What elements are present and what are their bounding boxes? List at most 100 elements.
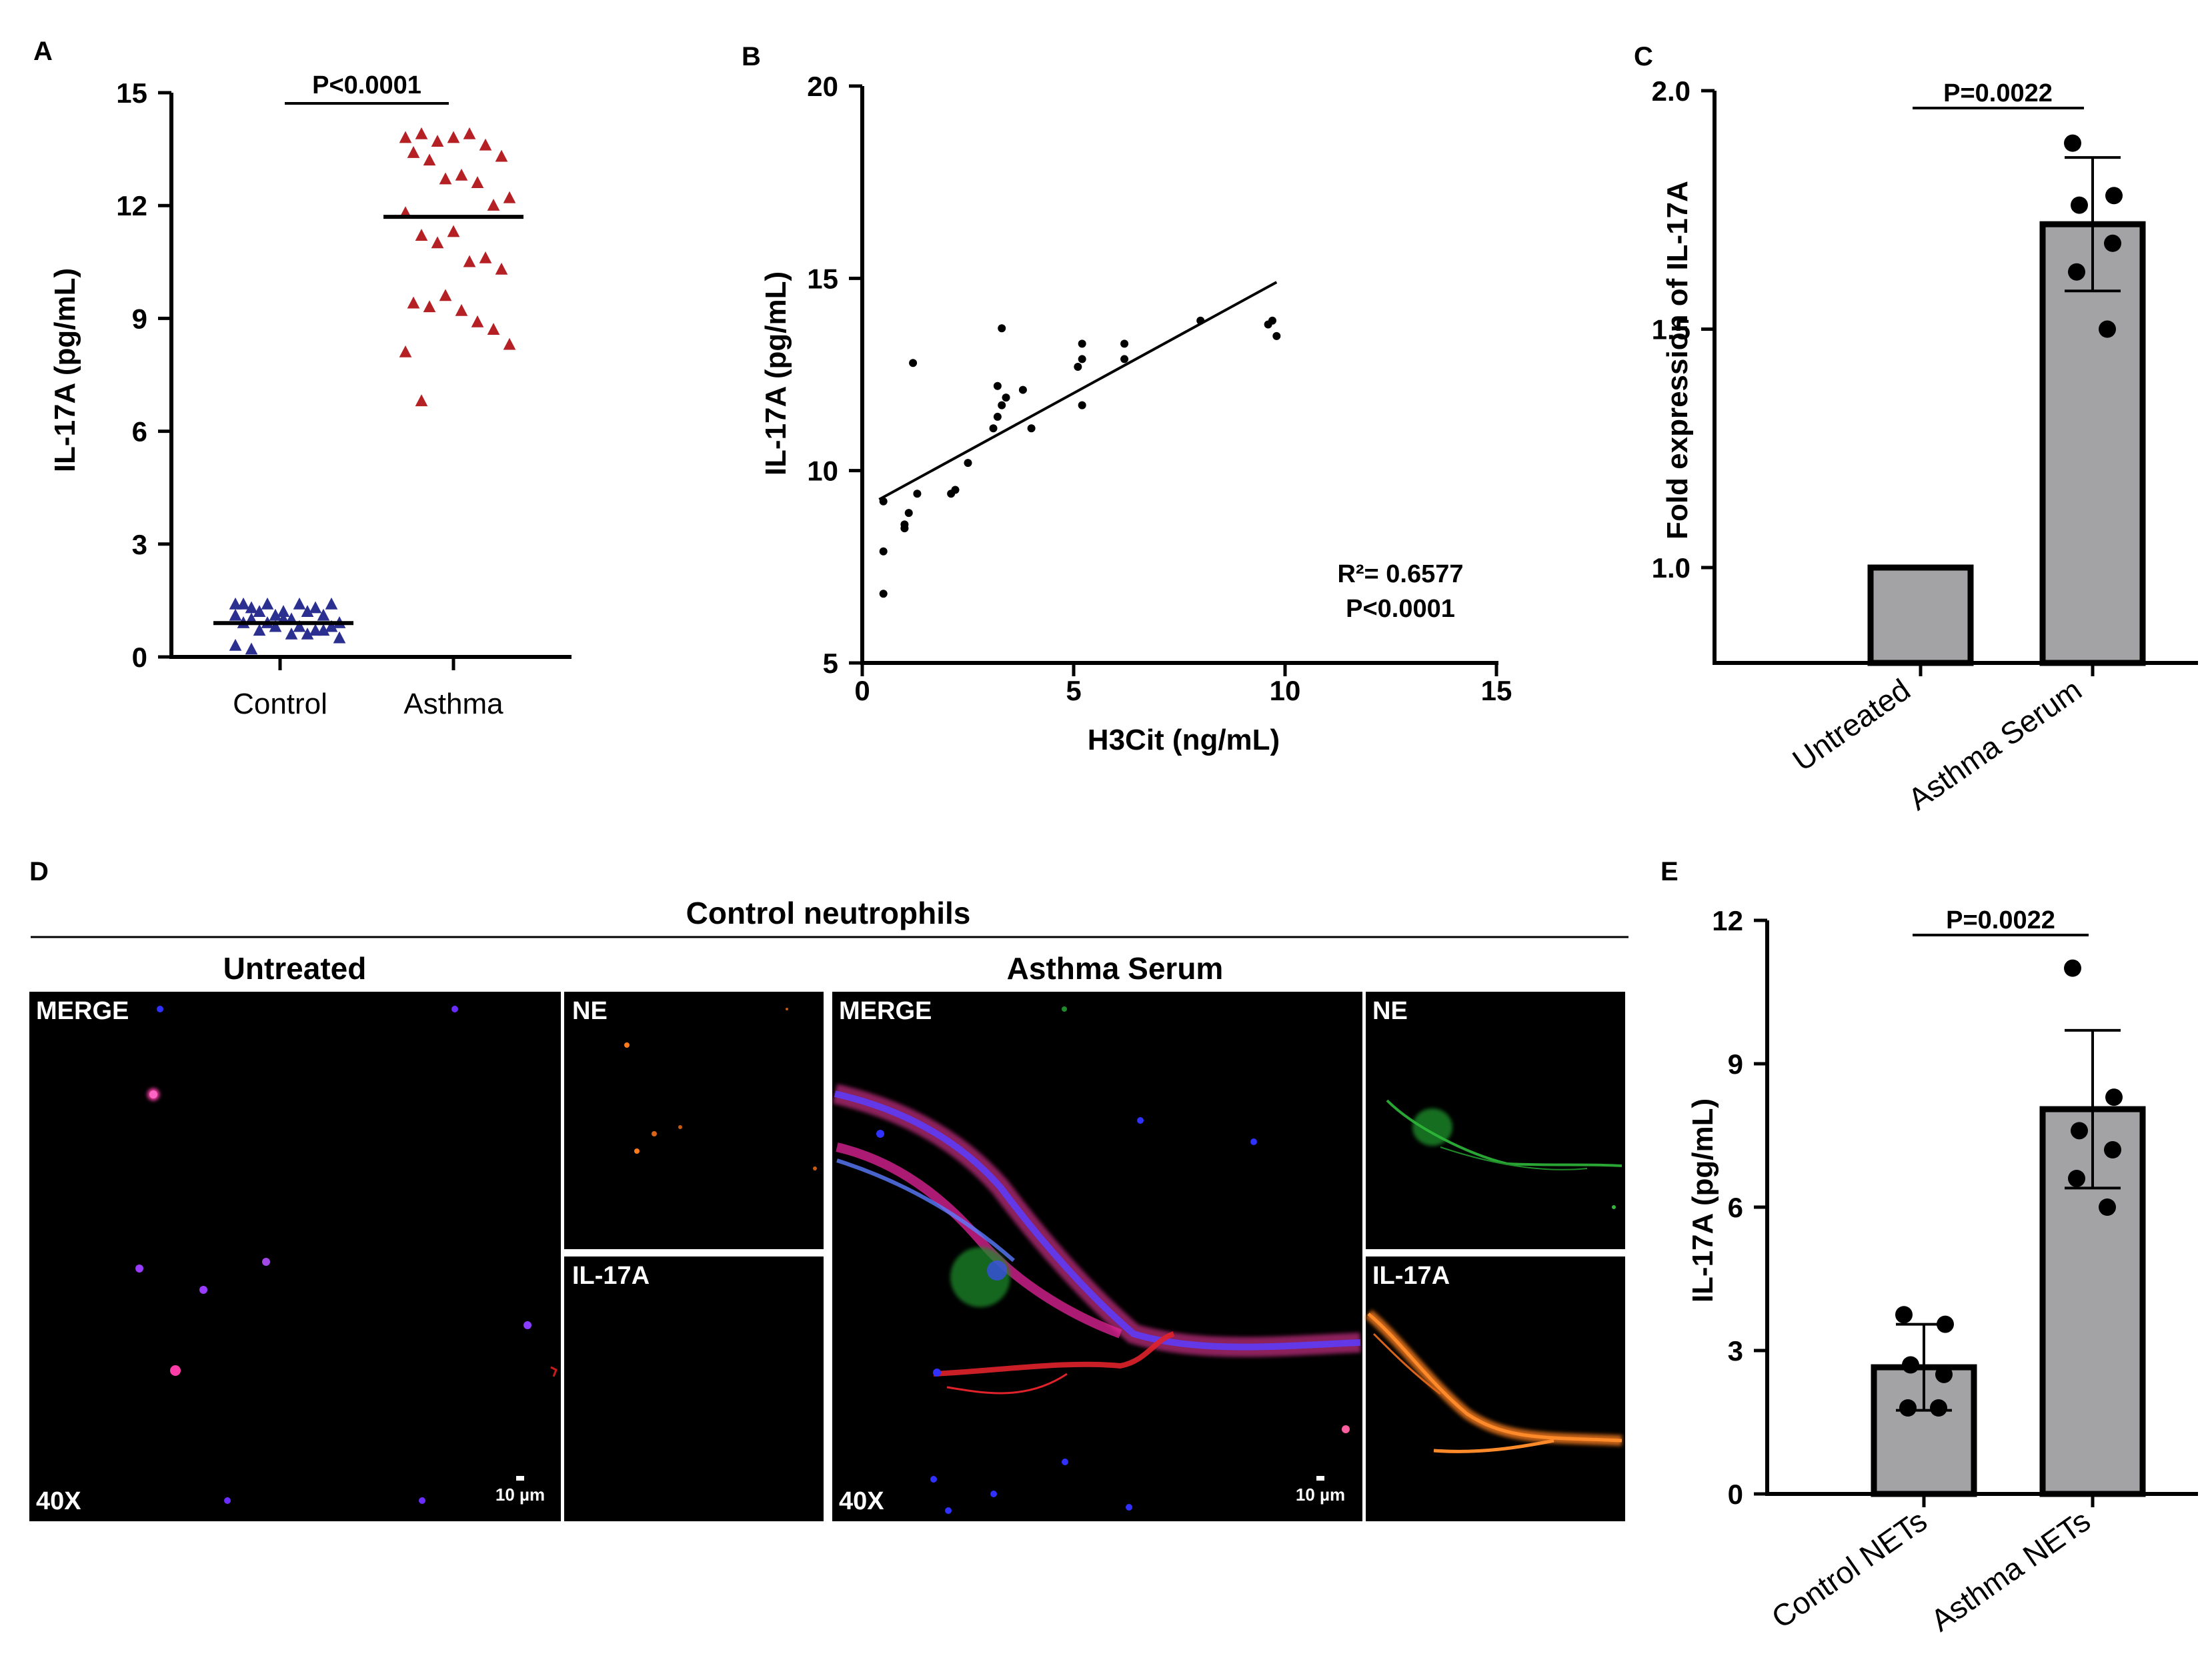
panel-c-y-tick-label: 1.0	[1652, 552, 1691, 584]
panel-b-point	[998, 324, 1006, 333]
panel-a-point-control	[309, 601, 322, 614]
panel-c-y-tick-label: 1.5	[1652, 314, 1691, 345]
panel-a-chart: 0 3 6 9 12 15 IL-17A (pg/mL) Control Asthma P…	[49, 71, 572, 720]
untreated-ne-image	[564, 992, 824, 1249]
panel-e-point	[1937, 1315, 1954, 1333]
panel-a-point-asthma	[447, 131, 460, 143]
panel-a-point-asthma	[407, 146, 420, 158]
panel-a-point-asthma	[503, 191, 516, 203]
panel-a-point-asthma	[455, 303, 468, 316]
panel-c-bar-0	[1867, 564, 1974, 666]
panel-b-point	[1120, 339, 1129, 348]
panel-a-point-control	[333, 631, 346, 644]
asthma-serum-ne-fibers	[1386, 1099, 1622, 1209]
panel-a-point-control	[253, 605, 266, 617]
panel-a-point-control	[325, 620, 338, 632]
panel-a-point-asthma	[471, 315, 484, 327]
panel-c-point	[2105, 187, 2123, 205]
untreated-ne-cells	[624, 1008, 817, 1170]
panel-b-point	[1078, 355, 1086, 363]
asthma-serum-ne-label: NE	[1372, 997, 1408, 1025]
panel-b-r-squared: R²= 0.6577	[1337, 560, 1463, 588]
panel-a-point-control	[261, 597, 274, 610]
panel-a-point-asthma	[495, 149, 508, 162]
panel-a-point-control	[317, 608, 330, 621]
panel-a-point-asthma	[487, 323, 500, 335]
untreated-il17a-image	[564, 1257, 824, 1521]
asthma-serum-il17a-image	[1366, 1257, 1625, 1521]
panel-b-point	[1027, 424, 1036, 433]
panel-a-point-control	[269, 608, 282, 621]
panel-a-point-asthma	[399, 345, 412, 357]
panel-b-p-value: P<0.0001	[1346, 595, 1455, 623]
panel-a-point-control	[301, 605, 314, 617]
panel-c-point	[2099, 320, 2116, 338]
panel-b-point	[1002, 393, 1010, 402]
panel-b-point	[993, 412, 1002, 421]
panel-e-point	[1902, 1356, 1919, 1374]
panel-c-chart: 1.0 1.5 2.0 Fold expression of IL-17A Untr…	[1652, 75, 2198, 817]
panel-a-point-asthma	[399, 131, 412, 143]
untreated-ne-label: NE	[572, 997, 608, 1025]
asthma-serum-ne-image	[1366, 992, 1625, 1249]
panel-e-chart: 0 3 6 9 12 IL-17A (pg/mL) Control NETs Asthm…	[1687, 905, 2198, 1638]
panel-c-point	[2068, 263, 2085, 281]
panel-a-point-control	[301, 627, 314, 640]
panel-b-fit-line	[878, 281, 1278, 501]
panel-c-y-label: Fold expression of IL-17A	[1661, 181, 1694, 540]
panel-b-point	[951, 486, 960, 494]
asthma-serum-group-title: Asthma Serum	[1007, 951, 1224, 986]
untreated-merge-cells	[135, 1006, 558, 1504]
untreated-merge-image	[29, 992, 561, 1521]
panel-e-y-tick-label: 6	[1728, 1192, 1743, 1223]
panel-e-point	[1935, 1365, 1953, 1383]
untreated-il17a-label: IL-17A	[572, 1262, 650, 1290]
panel-c-y-tick-label: 2.0	[1652, 75, 1691, 107]
asthma-serum-merge-label: MERGE	[839, 997, 932, 1025]
panel-e-point	[1930, 1399, 1947, 1417]
panel-e-y-label: IL-17A (pg/mL)	[1687, 1098, 1719, 1303]
panel-a-point-asthma	[463, 127, 476, 139]
panel-b-point	[989, 424, 998, 433]
panel-e-x-tick-asthma-nets: Asthma NETs	[1925, 1503, 2097, 1638]
panel-e-point	[1895, 1306, 1913, 1324]
panel-e-point	[2104, 1141, 2121, 1158]
panel-a-point-asthma	[463, 255, 476, 267]
panel-b-point	[1272, 331, 1281, 340]
panel-b-point	[879, 497, 888, 506]
panel-a-point-control	[269, 620, 282, 632]
panel-e-x-tick-control-nets: Control NETs	[1765, 1503, 1933, 1635]
untreated-group-title: Untreated	[223, 951, 367, 986]
panel-a-point-asthma	[479, 251, 492, 263]
untreated-merge-label: MERGE	[36, 997, 129, 1025]
asthma-serum-scale-label: 10 µm	[1296, 1485, 1345, 1505]
panel-b-point	[904, 509, 913, 518]
panel-a-point-asthma	[415, 229, 428, 241]
panel-c-p-value: P=0.0022	[1943, 79, 2053, 107]
untreated-scale-bar	[516, 1476, 524, 1481]
panel-a-y-tick-label: 15	[116, 77, 147, 109]
panel-b-point	[909, 359, 918, 367]
panel-a-y-tick-label: 9	[132, 303, 147, 334]
untreated-magnification-label: 40X	[36, 1487, 81, 1515]
panel-a-point-asthma	[503, 337, 516, 350]
panel-e-point	[2105, 1088, 2123, 1106]
panel-c-point	[2064, 134, 2081, 152]
panel-label-e: E	[1661, 857, 1679, 886]
panel-d-title: Control neutrophils	[686, 896, 971, 930]
panel-b-point	[1018, 385, 1027, 394]
panel-a-point-control	[285, 627, 298, 640]
panel-b-point	[993, 381, 1002, 390]
panel-a-point-control	[317, 624, 330, 636]
panel-b-point	[1074, 362, 1082, 371]
panel-a-point-asthma	[455, 168, 468, 181]
panel-label-b: B	[742, 42, 761, 71]
panel-a-point-asthma	[479, 138, 492, 151]
asthma-serum-merge-net-fibers	[832, 1006, 1361, 1514]
panel-e-y-tick-label: 0	[1728, 1479, 1743, 1510]
panel-b-point	[998, 401, 1006, 409]
panel-a-point-control	[237, 597, 250, 610]
panel-a-point-control	[245, 642, 258, 655]
panel-a-point-asthma	[439, 172, 452, 185]
